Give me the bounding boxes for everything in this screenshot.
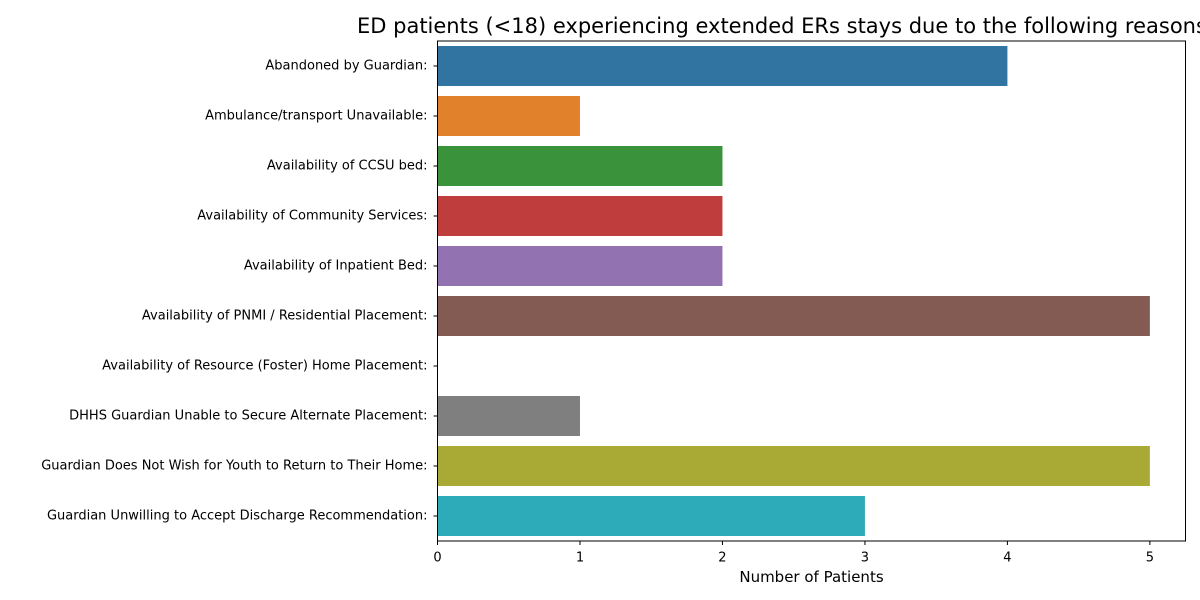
y-tick-label: Guardian Does Not Wish for Youth to Retu… xyxy=(41,459,427,474)
y-tick-label: Abandoned by Guardian: xyxy=(265,59,427,74)
bar xyxy=(437,96,580,136)
y-tick-label: DHHS Guardian Unable to Secure Alternate… xyxy=(69,409,427,424)
bar xyxy=(437,246,723,286)
x-tick-label: 4 xyxy=(1003,551,1011,566)
bar xyxy=(437,146,723,186)
y-tick-label: Availability of Resource (Foster) Home P… xyxy=(102,359,427,374)
bar xyxy=(437,396,580,436)
x-tick-label: 1 xyxy=(576,551,584,566)
y-tick-label: Availability of CCSU bed: xyxy=(267,159,428,174)
chart-title: ED patients (<18) experiencing extended … xyxy=(357,14,1200,38)
bar xyxy=(437,46,1008,86)
y-tick-label: Guardian Unwilling to Accept Discharge R… xyxy=(47,509,428,524)
y-tick-label: Availability of PNMI / Residential Place… xyxy=(142,309,428,324)
bar xyxy=(437,496,865,536)
y-tick-label: Ambulance/transport Unavailable: xyxy=(205,109,427,124)
y-tick-label: Availability of Inpatient Bed: xyxy=(244,259,428,274)
x-axis-label: Number of Patients xyxy=(739,568,883,586)
y-tick-label: Availability of Community Services: xyxy=(197,209,427,224)
x-tick-label: 2 xyxy=(718,551,726,566)
x-tick-label: 3 xyxy=(861,551,869,566)
bar xyxy=(437,196,723,236)
plot-frame xyxy=(437,40,1186,542)
x-tick-label: 5 xyxy=(1146,551,1154,566)
x-tick-label: 0 xyxy=(433,551,441,566)
x-ticks: 0 1 2 3 4 5 xyxy=(433,541,1154,566)
bar xyxy=(437,296,1150,336)
bar xyxy=(437,446,1150,486)
bars-layer xyxy=(437,46,1150,536)
y-tick-labels: Abandoned by Guardian: Ambulance/transpor… xyxy=(41,59,438,524)
